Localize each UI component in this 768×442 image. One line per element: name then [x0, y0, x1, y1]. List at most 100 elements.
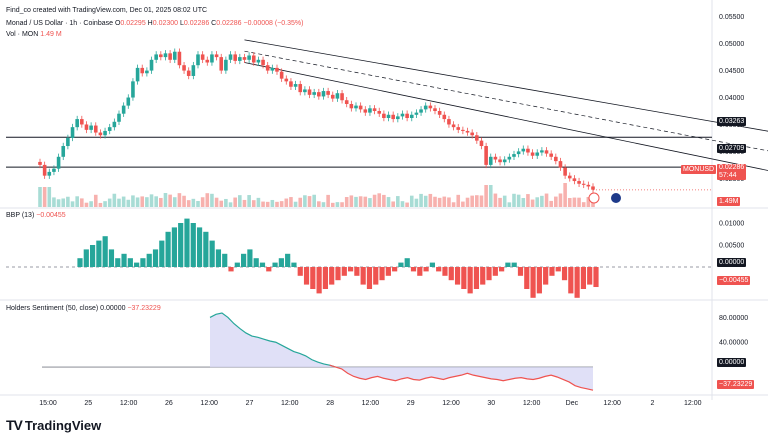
- candle-body: [581, 183, 586, 185]
- candle-body: [554, 156, 558, 162]
- sentiment-axis-label: 80.00000: [719, 315, 748, 322]
- bbp-bar: [580, 267, 587, 289]
- time-axis-label: 28: [326, 400, 334, 407]
- volume-bar: [191, 198, 196, 207]
- candle-body: [354, 105, 358, 109]
- bbp-bar: [259, 262, 266, 267]
- bbp-bar: [165, 231, 171, 267]
- volume-label[interactable]: Vol · MON: [6, 31, 39, 38]
- candle-body: [103, 130, 107, 136]
- volume-bar: [554, 196, 558, 207]
- bbp-bar: [190, 223, 196, 267]
- bbp-bar: [410, 267, 417, 272]
- volume-bar: [205, 193, 210, 207]
- volume-bar: [177, 193, 182, 207]
- bbp-axis-label: 0.01000: [719, 221, 744, 228]
- candle-body: [470, 132, 474, 136]
- bbp-bar: [373, 267, 379, 285]
- current-price-badge: 0.02286 57:44: [717, 164, 747, 180]
- bbp-bar: [492, 267, 498, 276]
- volume-bar: [265, 201, 270, 207]
- candle-body: [80, 119, 84, 125]
- close-value: 0.02286: [216, 20, 242, 27]
- symbol-label[interactable]: Monad / US Dollar · 1h · Coinbase: [6, 20, 113, 27]
- bbp-bar: [322, 267, 329, 289]
- candle-body: [567, 175, 572, 179]
- bbp-bar: [329, 267, 335, 285]
- candle-body: [340, 93, 344, 101]
- candle-body: [526, 148, 530, 153]
- candle-body: [386, 114, 391, 119]
- time-axis-label: 12:00: [362, 400, 380, 407]
- volume-bar: [516, 194, 521, 207]
- sentiment-current-badge: −37.23229: [717, 380, 755, 389]
- volume-bar: [340, 202, 344, 207]
- candle-body: [349, 103, 354, 109]
- candle-body: [191, 65, 196, 76]
- sentiment-label[interactable]: Holders Sentiment (50, close): [6, 305, 99, 312]
- candle-body: [52, 168, 56, 172]
- candle-body: [219, 57, 224, 71]
- volume-bar: [349, 195, 354, 207]
- volume-bar: [326, 194, 330, 207]
- candle-body: [498, 159, 502, 163]
- bbp-bar: [473, 267, 480, 289]
- candle-body: [177, 51, 182, 66]
- time-axis-label: 12:00: [281, 400, 299, 407]
- bbp-bar: [486, 267, 492, 281]
- candle-body: [535, 152, 540, 156]
- candle-body: [363, 109, 368, 113]
- bbp-bar: [574, 267, 580, 298]
- bbp-bar: [379, 267, 385, 281]
- bbp-bar: [140, 258, 146, 267]
- candle-body: [326, 91, 330, 95]
- time-axis-label: 26: [165, 400, 173, 407]
- bbp-bar: [253, 258, 259, 267]
- volume-bar: [526, 194, 530, 207]
- volume-bar: [42, 187, 47, 207]
- volume-bar: [289, 197, 293, 207]
- volume-bar: [558, 193, 563, 207]
- bbp-bar: [278, 258, 284, 267]
- volume-bar: [414, 198, 419, 207]
- time-axis-label: 12:00: [523, 400, 541, 407]
- bbp-current-badge: −0.00455: [717, 276, 751, 285]
- candle-body: [172, 51, 177, 60]
- bbp-bar: [436, 267, 442, 272]
- candle-body: [488, 156, 493, 165]
- tradingview-brand[interactable]: TV TradingView: [6, 417, 101, 433]
- volume-bar: [98, 202, 103, 207]
- time-axis-label: 12:00: [120, 400, 138, 407]
- volume-bar: [210, 193, 214, 207]
- candle-body: [121, 105, 126, 114]
- volume-bar: [145, 197, 149, 207]
- volume-bar: [549, 200, 553, 207]
- candle-body: [312, 92, 316, 95]
- volume-bar: [279, 201, 284, 207]
- flag-event-icon: [611, 193, 621, 203]
- candle-body: [200, 54, 205, 60]
- volume-bar: [437, 197, 442, 207]
- candle-body: [270, 67, 275, 71]
- close-label: C: [211, 20, 217, 27]
- price-axis-label: 0.04000: [719, 95, 744, 102]
- change-value: −0.00008 (−0.35%): [243, 20, 304, 27]
- volume-bar: [117, 198, 121, 207]
- volume-bar: [409, 195, 414, 207]
- bbp-bar: [291, 262, 297, 267]
- candle-body: [168, 53, 172, 60]
- tradingview-logo-icon: TV: [6, 417, 23, 433]
- bbp-bar: [209, 240, 215, 267]
- candle-body: [298, 84, 303, 93]
- candle-body: [61, 146, 66, 157]
- volume-bar: [214, 197, 219, 207]
- candle-body: [516, 151, 521, 155]
- candle-body: [423, 105, 428, 110]
- bbp-label[interactable]: BBP (13): [6, 212, 35, 219]
- candle-body: [521, 148, 526, 152]
- volume-bar: [451, 202, 456, 207]
- candle-body: [214, 54, 219, 58]
- volume-bar: [479, 195, 484, 207]
- sentiment-value-1: 0.00000: [100, 305, 126, 312]
